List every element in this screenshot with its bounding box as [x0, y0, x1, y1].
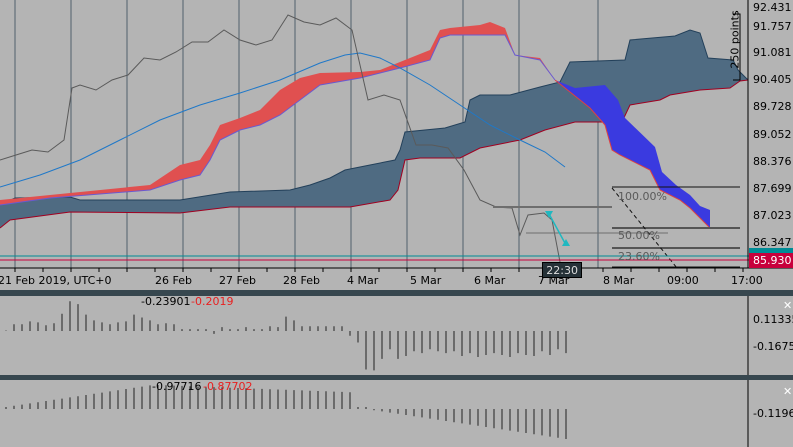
indicator1-signal-value: -0.2019 — [191, 295, 234, 308]
ichimoku-cloud-bearish — [0, 30, 748, 228]
price-label: 92.431 — [753, 1, 792, 14]
close-indicator1-icon[interactable]: ✕ — [783, 299, 793, 312]
date-label: 09:00 — [667, 274, 699, 287]
date-label: 5 Mar — [410, 274, 442, 287]
pane-separator[interactable] — [0, 290, 793, 296]
price-label: 87.023 — [753, 209, 792, 222]
arrow-line — [547, 211, 567, 246]
arrow-start-icon — [545, 211, 553, 218]
price-label: 89.728 — [753, 100, 792, 113]
fib-level-label: 100.00% — [618, 190, 667, 203]
senkou-span-b-line — [0, 79, 749, 229]
date-label: 28 Feb — [283, 274, 320, 287]
moving-average-line — [0, 52, 566, 188]
indicator2-signal-value: -0.87702 — [203, 380, 253, 393]
price-line — [0, 14, 561, 263]
date-label: 8 Mar — [603, 274, 635, 287]
band-lower-line — [0, 34, 556, 206]
scale-bracket — [733, 13, 741, 81]
fib-level-label: 23.60% — [618, 250, 660, 263]
pane-separator[interactable] — [0, 375, 793, 380]
price-label: 88.376 — [753, 155, 792, 168]
price-label: 87.699 — [753, 182, 792, 195]
price-label: 89.052 — [753, 128, 792, 141]
ask-price-tag — [749, 248, 793, 254]
indicator2-axis-label: -0.11960 — [753, 407, 793, 420]
date-label: 26 Feb — [155, 274, 192, 287]
bullish-band — [0, 22, 555, 205]
price-label: 90.405 — [753, 73, 792, 86]
date-label: 6 Mar — [474, 274, 506, 287]
bid-price-tag: 85.930 — [749, 253, 793, 268]
price-label: 91.757 — [753, 20, 792, 33]
price-label: 91.081 — [753, 46, 792, 59]
band-lower-line — [554, 79, 711, 229]
senkou-span-a-line — [0, 29, 749, 206]
date-label: 4 Mar — [347, 274, 379, 287]
fib-trendline — [611, 187, 678, 269]
date-label: 21 Feb 2019, UTC+0 — [0, 274, 112, 287]
crosshair-time-label: 22:30 — [542, 262, 582, 278]
date-label: 17:00 — [731, 274, 763, 287]
indicator1-value: -0.23901 — [141, 295, 191, 308]
date-label: 27 Feb — [219, 274, 256, 287]
indicator1-axis-label: 0.11335 — [753, 313, 793, 326]
fib-level-label: 50.00% — [618, 229, 660, 242]
arrow-end-icon — [562, 239, 570, 246]
scale-label: 250 points — [728, 10, 742, 69]
bearish-band — [555, 80, 710, 228]
price-label: 86.347 — [753, 236, 792, 249]
indicator2-value: -0.97716 — [152, 380, 202, 393]
close-indicator2-icon[interactable]: ✕ — [783, 385, 793, 398]
indicator1-axis-label: -0.16750 — [753, 340, 793, 353]
